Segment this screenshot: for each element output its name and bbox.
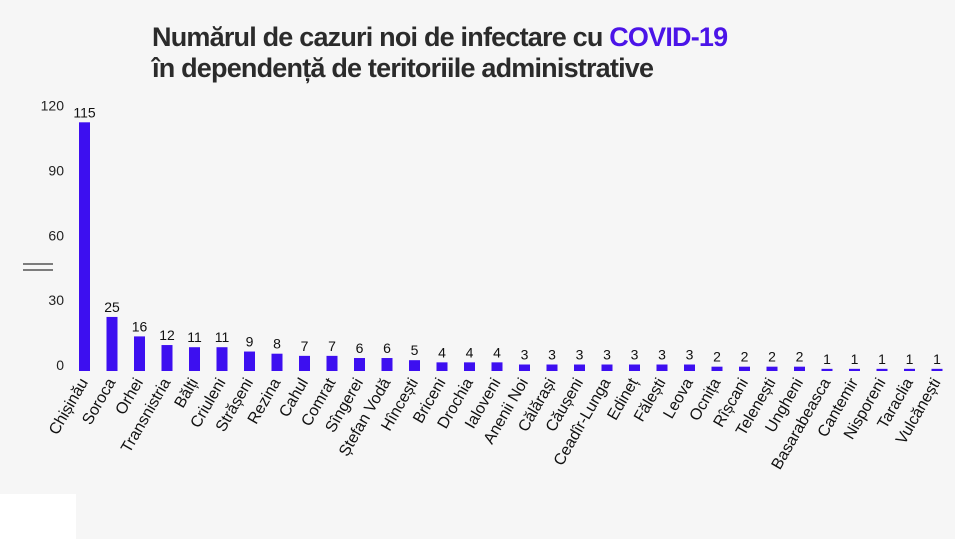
bar	[656, 364, 668, 371]
data-label: 3	[521, 347, 529, 363]
data-label: 2	[713, 349, 721, 365]
data-label: 4	[438, 344, 446, 360]
data-label: 1	[851, 351, 859, 367]
data-label: 3	[631, 347, 639, 363]
bar	[931, 368, 943, 371]
x-tick-label: Chișinău	[46, 376, 92, 438]
data-label: 1	[823, 351, 831, 367]
bar	[821, 368, 833, 371]
bar	[216, 347, 228, 371]
data-label: 9	[246, 334, 254, 350]
data-label: 8	[273, 336, 281, 352]
data-label: 115	[73, 104, 96, 120]
title-highlight: COVID-19	[609, 22, 728, 52]
title-line-2: în dependență de teritoriile administrat…	[152, 53, 654, 83]
y-tick-label: 120	[41, 98, 65, 114]
bar	[409, 360, 420, 371]
bar	[271, 353, 283, 371]
bar	[904, 368, 915, 371]
data-label: 11	[215, 329, 230, 345]
y-axis: 0 30 60 90 120	[41, 98, 65, 374]
data-label: 25	[104, 299, 120, 315]
data-label: 7	[301, 338, 309, 354]
data-label: 3	[548, 347, 556, 363]
data-label: 11	[187, 329, 202, 345]
bar	[876, 368, 888, 371]
data-label: 6	[356, 340, 364, 356]
data-label: 2	[796, 349, 804, 365]
bar	[326, 355, 338, 371]
bar	[79, 122, 90, 371]
white-corner	[0, 494, 76, 539]
data-label: 4	[466, 344, 474, 360]
data-label: 2	[741, 349, 749, 365]
data-label: 3	[603, 347, 611, 363]
x-axis-labels: ChișinăuSorocaOrheiTransnistriaBălțiCriu…	[46, 375, 944, 473]
bar	[189, 347, 200, 371]
bar	[601, 364, 613, 371]
chart-title: Numărul de cazuri noi de infectare cu CO…	[152, 22, 728, 84]
bar	[244, 351, 255, 371]
data-label: 16	[132, 318, 148, 334]
bar	[766, 366, 778, 371]
bar	[546, 364, 558, 371]
bar	[464, 362, 475, 371]
bar	[711, 366, 723, 371]
bar	[134, 336, 145, 371]
data-label: 1	[878, 351, 886, 367]
bar	[519, 364, 530, 371]
bar	[354, 358, 365, 371]
y-tick-label: 0	[56, 357, 64, 373]
title-line-1: Numărul de cazuri noi de infectare cu	[152, 22, 603, 52]
bar	[684, 364, 695, 371]
y-tick-label: 60	[48, 227, 64, 243]
bars	[79, 122, 943, 371]
bar	[106, 316, 118, 371]
bar	[381, 358, 393, 371]
bar	[739, 366, 750, 371]
data-label: 3	[576, 347, 584, 363]
bar	[436, 362, 448, 371]
bar	[794, 366, 805, 371]
data-label: 1	[906, 351, 914, 367]
bar	[299, 355, 310, 371]
data-label: 12	[159, 327, 175, 343]
data-label: 7	[328, 338, 336, 354]
data-label: 4	[493, 344, 501, 360]
data-label: 1	[933, 351, 941, 367]
y-tick-label: 90	[48, 162, 64, 178]
bar	[161, 345, 173, 371]
y-tick-label: 30	[48, 292, 64, 308]
data-label: 6	[383, 340, 391, 356]
data-label: 3	[658, 347, 666, 363]
bar	[629, 364, 640, 371]
bar	[849, 368, 860, 371]
data-label: 3	[686, 347, 694, 363]
data-label: 2	[768, 349, 776, 365]
data-label: 5	[411, 342, 419, 358]
bar	[491, 362, 503, 371]
bar	[574, 364, 585, 371]
